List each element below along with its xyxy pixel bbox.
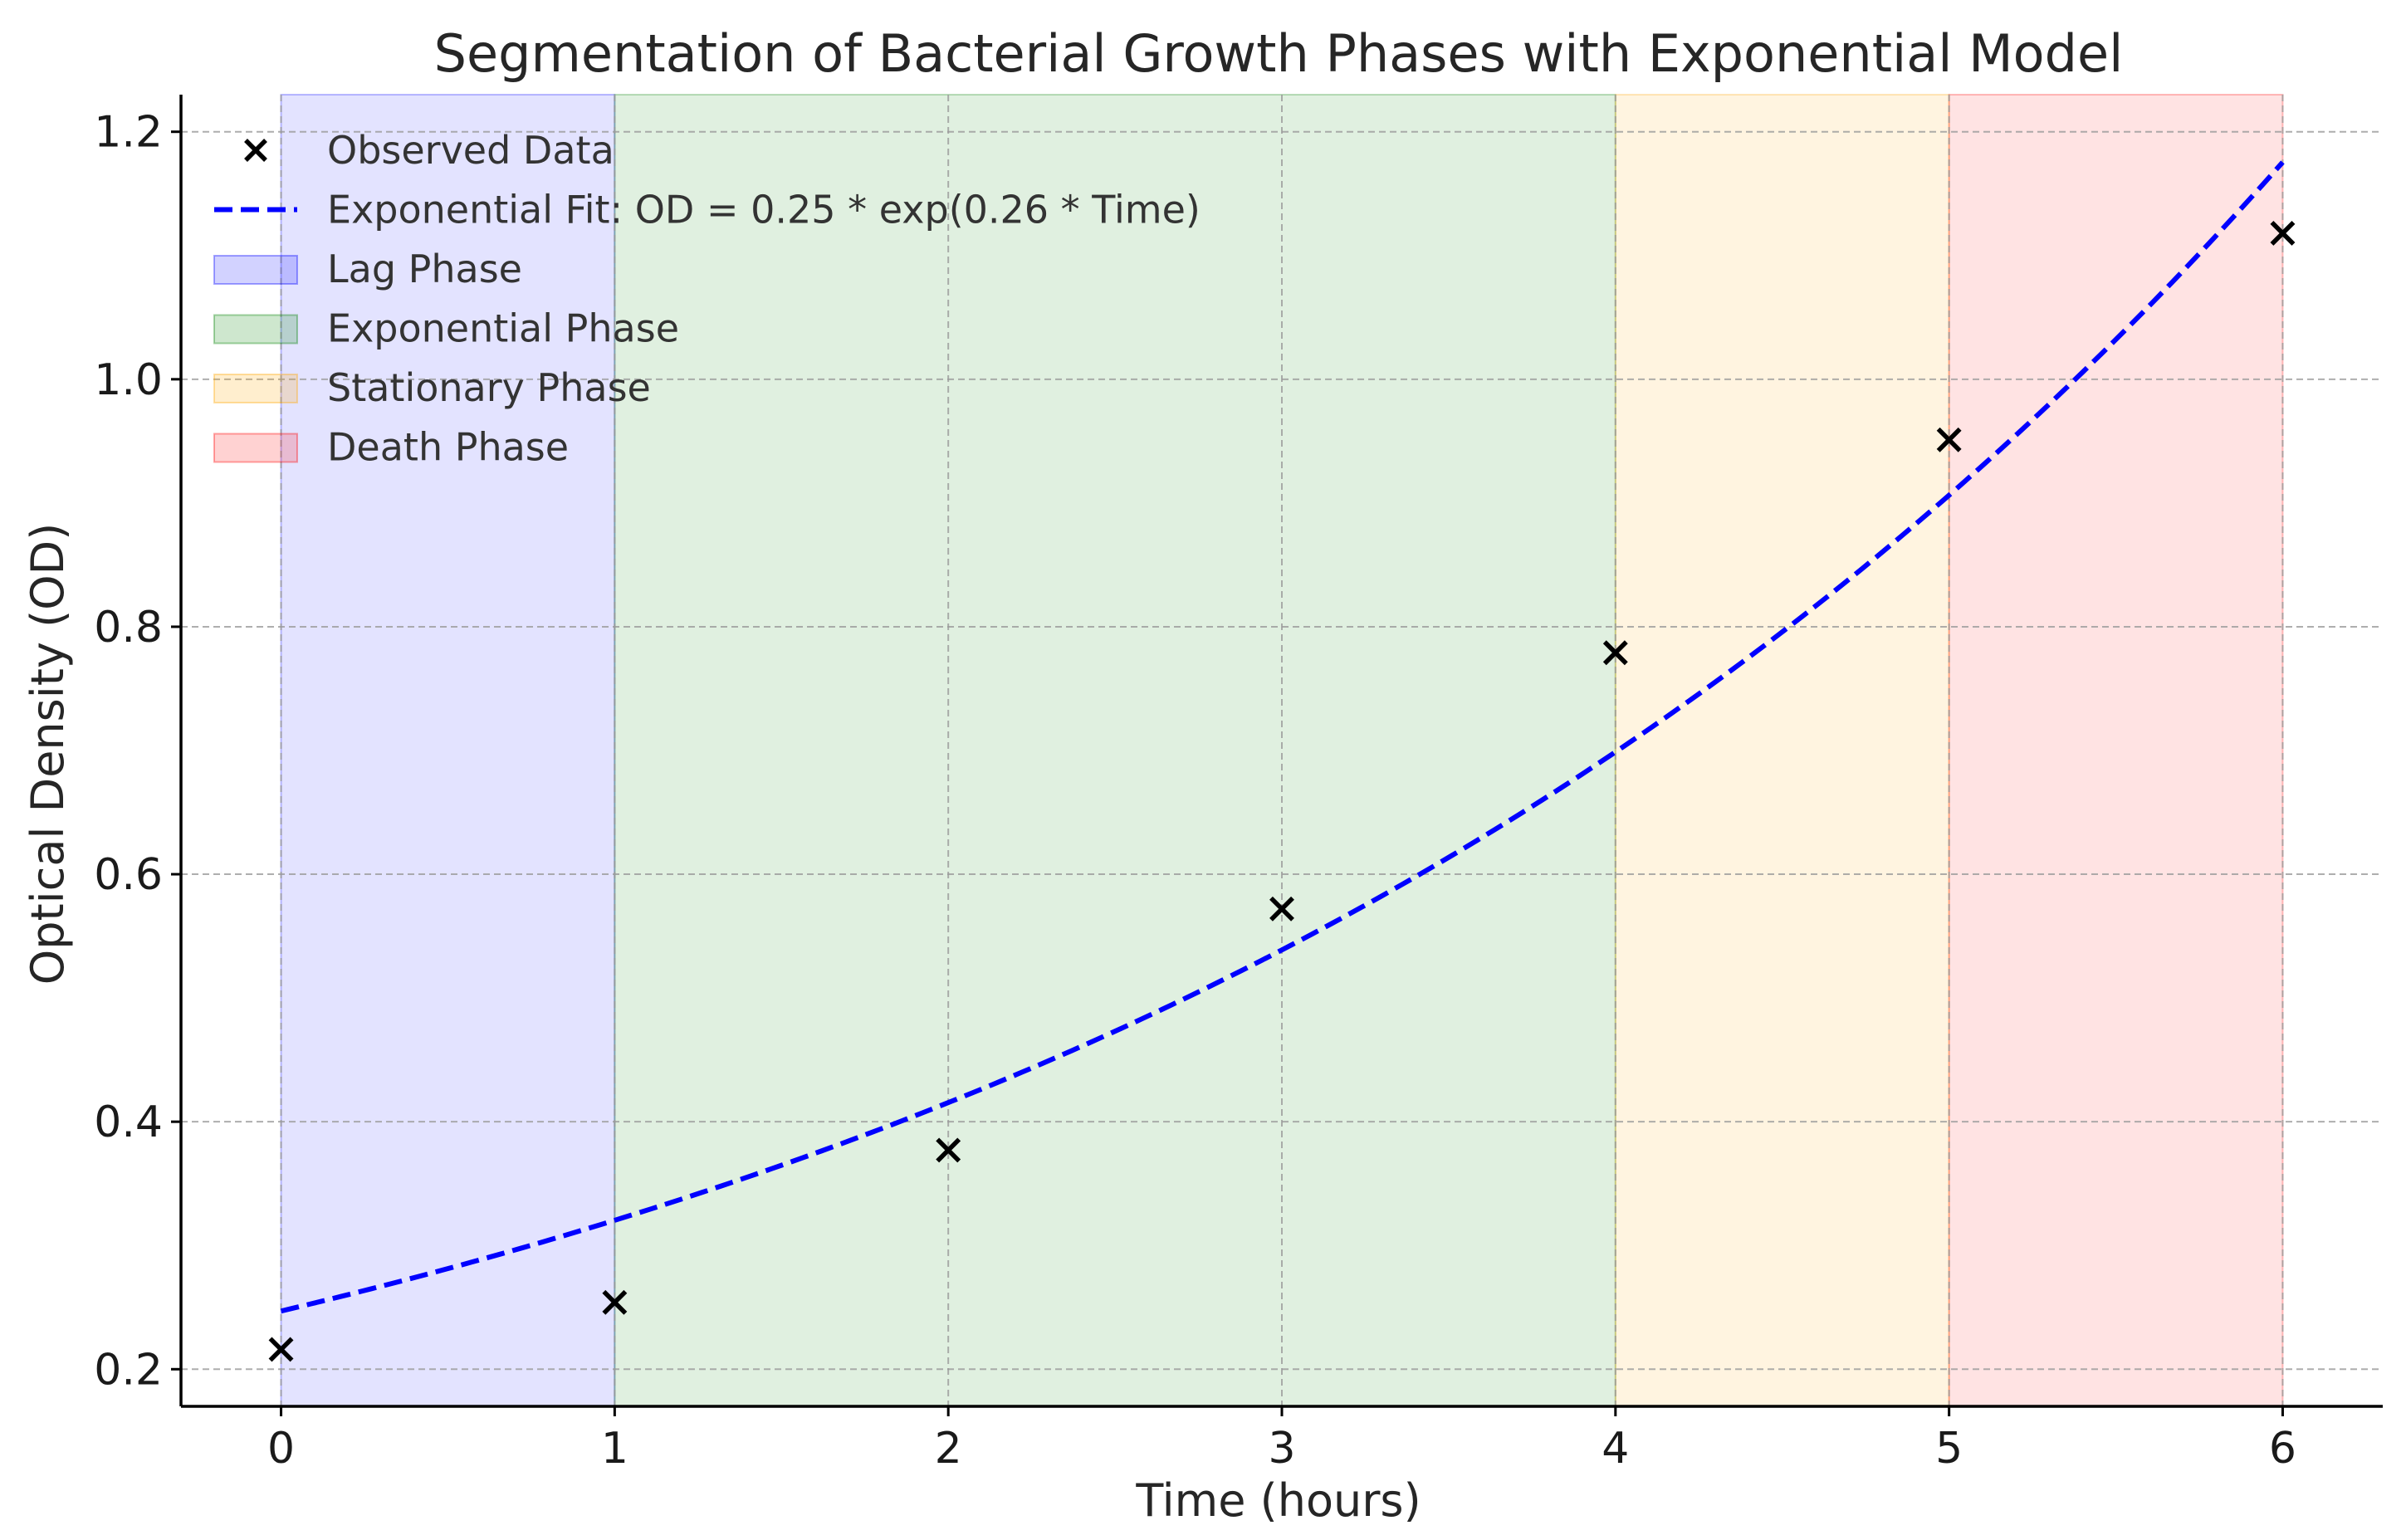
legend-label: Exponential Phase (327, 306, 679, 351)
x-tick-label: 3 (1268, 1424, 1295, 1474)
y-axis-label: Optical Density (OD) (22, 523, 74, 985)
legend-item: Stationary Phase (213, 365, 651, 410)
legend-patch-swatch (213, 255, 298, 285)
y-tick-label: 0.6 (94, 850, 163, 900)
legend-label: Exponential Fit: OD = 0.25 * exp(0.26 * … (327, 188, 1201, 232)
data-point (268, 1337, 294, 1362)
legend-item: Exponential Fit: OD = 0.25 * exp(0.26 * … (214, 188, 1201, 232)
x-tick-label: 5 (1935, 1424, 1963, 1474)
marker-stroke (1269, 896, 1294, 922)
legend: Observed Data Exponential Fit: OD = 0.25 … (213, 128, 1201, 470)
marker-stroke (2270, 220, 2296, 246)
y-tick-label: 0.2 (94, 1345, 163, 1395)
legend-label: Death Phase (327, 425, 569, 470)
marker-stroke (936, 1137, 961, 1163)
marker-stroke (1602, 640, 1628, 666)
marker-stroke (244, 139, 267, 162)
region-exponential-phase (614, 94, 1616, 1407)
legend-item: Lag Phase (213, 247, 522, 291)
data-point (936, 1137, 961, 1163)
legend-patch-swatch (213, 374, 298, 403)
legend-label: Stationary Phase (327, 365, 651, 410)
region-death-phase (1948, 94, 2284, 1407)
legend-label: Lag Phase (327, 247, 522, 291)
legend-item: Death Phase (213, 425, 569, 470)
x-tick-label: 2 (935, 1424, 962, 1474)
phase-regions (280, 94, 2284, 1407)
y-tick-label: 0.8 (94, 603, 163, 653)
x-axis-label: Time (hours) (1135, 1474, 1421, 1527)
marker-stroke (268, 1337, 294, 1362)
gridlines (181, 95, 2383, 1406)
marker-stroke (1936, 427, 1962, 452)
data-point (602, 1289, 628, 1315)
x-tick-label: 0 (267, 1424, 295, 1474)
legend-patch-swatch (213, 314, 298, 345)
y-tick-label: 0.4 (94, 1098, 163, 1147)
legend-item: Observed Data (244, 128, 614, 173)
y-tick-label: 1.2 (94, 108, 163, 158)
legend-label: Observed Data (327, 128, 614, 173)
marker-stroke (602, 1289, 628, 1315)
data-point (1269, 896, 1294, 922)
y-tick-label: 1.0 (94, 355, 163, 405)
fit-curve-line (280, 160, 2285, 1314)
region-lag-phase (280, 94, 616, 1407)
legend-patch-swatch (213, 433, 298, 463)
data-point (1936, 427, 1962, 452)
region-stationary-phase (1614, 94, 1950, 1407)
tick-labels: 0 1 2 3 4 5 6 0.2 0.4 0.6 0.8 1.0 1.2 (94, 108, 2296, 1474)
x-tick-label: 4 (1602, 1424, 1629, 1474)
x-tick-label: 1 (601, 1424, 628, 1474)
data-point (1602, 640, 1628, 666)
legend-marker (244, 139, 267, 162)
x-tick-label: 6 (2269, 1424, 2296, 1474)
data-point (2270, 220, 2296, 246)
chart-title: Segmentation of Bacterial Growth Phases … (434, 23, 2124, 84)
observed-points (268, 220, 2296, 1362)
legend-item: Exponential Phase (213, 306, 679, 351)
fit-curve-layer (280, 160, 2285, 1314)
